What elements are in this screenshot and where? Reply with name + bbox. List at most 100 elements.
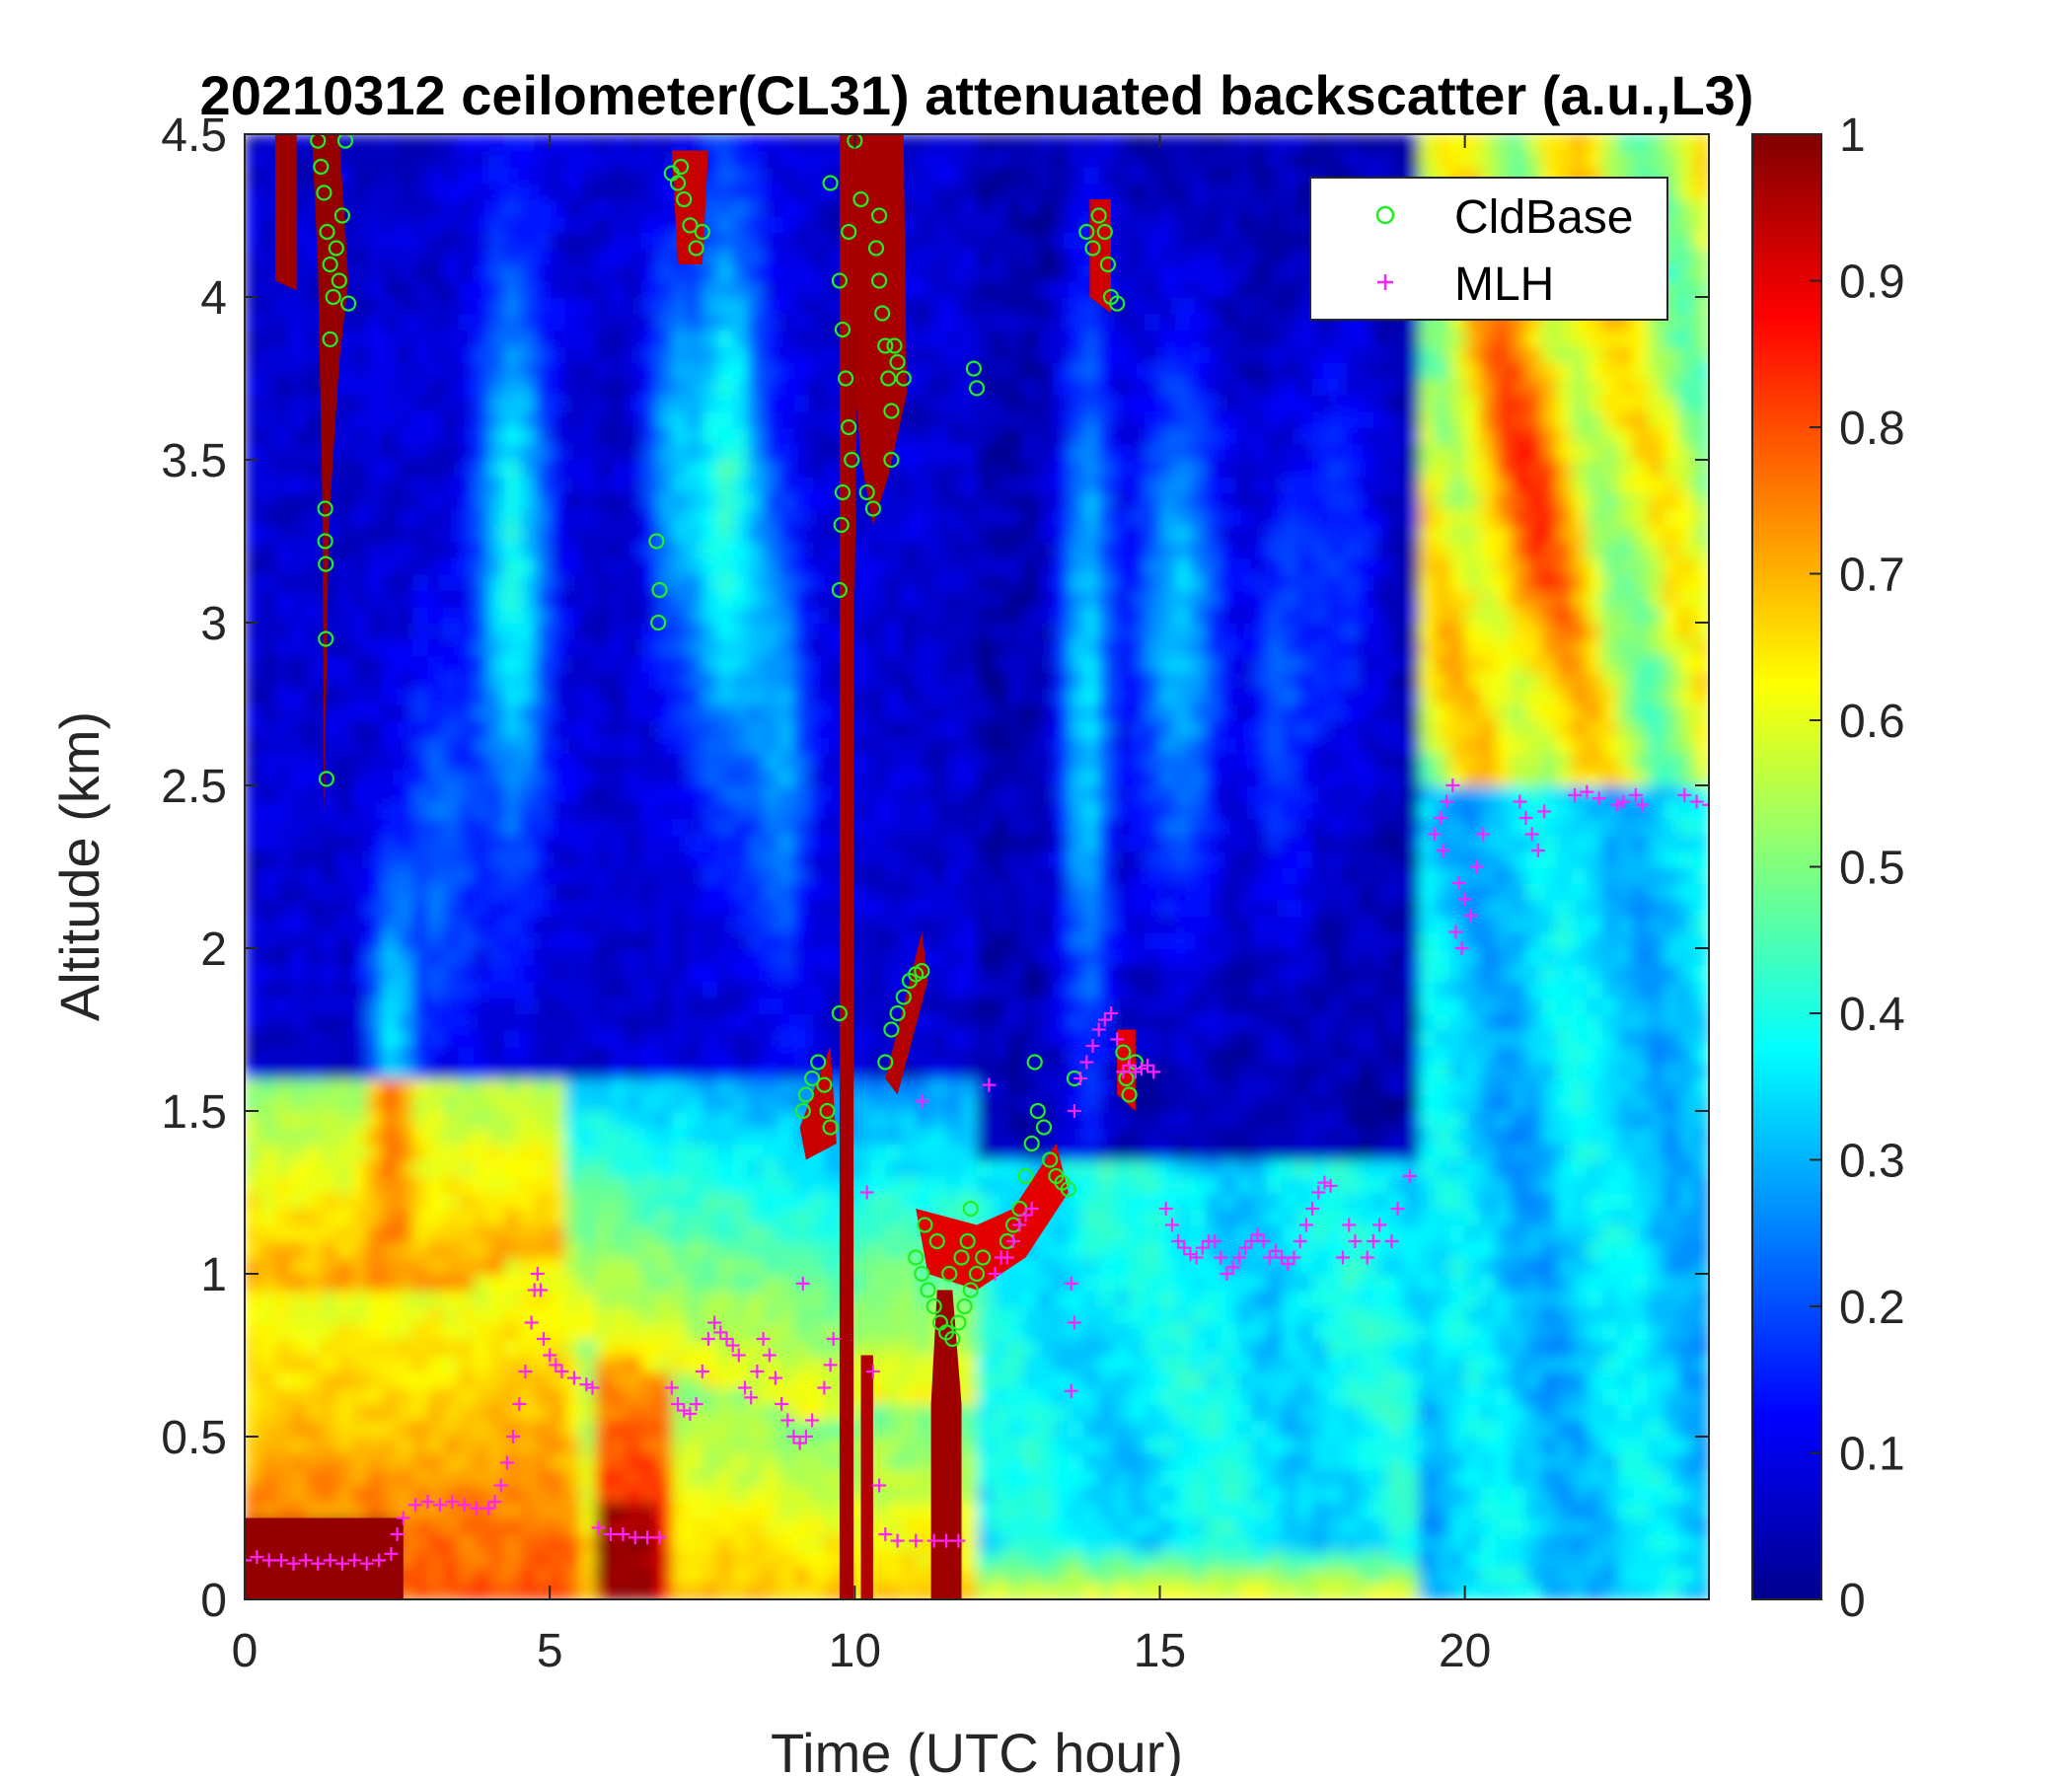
heatmap-cell [1022, 297, 1039, 315]
heatmap-cell [473, 931, 490, 949]
heatmap-cell [626, 215, 642, 233]
heatmap-cell [458, 460, 475, 478]
heatmap-cell [366, 492, 384, 510]
heatmap-cell [1053, 427, 1070, 445]
heatmap-cell [763, 280, 780, 298]
heatmap-cell [854, 1127, 871, 1145]
heatmap-cell [900, 1306, 918, 1324]
heatmap-cell [503, 834, 521, 851]
heatmap-cell [916, 1078, 932, 1096]
heatmap-cell [443, 834, 460, 851]
heatmap-cell [640, 606, 658, 624]
heatmap-cell [305, 638, 323, 656]
heatmap-cell [443, 1241, 460, 1259]
heatmap-cell [366, 280, 384, 298]
heatmap-cell [458, 330, 475, 347]
heatmap-cell [1022, 997, 1039, 1014]
heatmap-cell [366, 1371, 384, 1389]
heatmap-cell [687, 313, 703, 331]
heatmap-cell [305, 1257, 323, 1275]
heatmap-cell [793, 590, 810, 608]
heatmap-cell [564, 1583, 582, 1599]
heatmap-cell [503, 931, 521, 949]
heatmap-cell [335, 1159, 353, 1177]
heatmap-cell [488, 964, 505, 982]
heatmap-cell [397, 1452, 414, 1470]
heatmap-cell [748, 1355, 765, 1372]
heatmap-cell [1006, 378, 1024, 396]
heatmap-cell [732, 1371, 750, 1389]
heatmap-cell [992, 460, 1008, 478]
heatmap-cell [717, 866, 734, 884]
heatmap-cell [809, 248, 826, 265]
heatmap-cell [717, 720, 734, 738]
heatmap-cell [550, 1062, 566, 1079]
heatmap-cell [473, 1224, 490, 1242]
heatmap-cell [824, 1159, 841, 1177]
heatmap-cell [778, 492, 795, 510]
heatmap-cell [702, 1355, 719, 1372]
heatmap-cell [946, 1144, 963, 1161]
heatmap-cell [412, 1144, 429, 1161]
heatmap-cell [351, 199, 368, 217]
heatmap-cell [580, 492, 597, 510]
heatmap-cell [793, 248, 810, 265]
heatmap-cell [351, 378, 368, 396]
heatmap-cell [564, 981, 582, 999]
heatmap-cell [366, 948, 384, 966]
heatmap-cell [503, 150, 521, 168]
heatmap-cell [427, 345, 444, 363]
heatmap-cell [961, 981, 978, 999]
heatmap-cell [245, 183, 261, 200]
heatmap-cell [611, 573, 628, 591]
heatmap-cell [534, 410, 552, 428]
heatmap-cell [900, 476, 918, 493]
heatmap-cell [519, 1371, 536, 1389]
heatmap-cell [702, 1144, 719, 1161]
heatmap-cell [763, 1517, 780, 1535]
heatmap-cell [869, 1306, 887, 1324]
heatmap-cell [717, 899, 734, 917]
heatmap-cell [1022, 590, 1039, 608]
heatmap-cell [977, 1062, 994, 1079]
heatmap-cell [1053, 1257, 1070, 1275]
heatmap-cell [824, 1371, 841, 1389]
heatmap-cell [854, 606, 871, 624]
heatmap-cell [1083, 525, 1100, 543]
heatmap-cell [290, 655, 307, 673]
heatmap-cell [854, 703, 871, 721]
heatmap-cell [869, 1029, 887, 1047]
heatmap-cell [305, 866, 323, 884]
heatmap-cell [321, 1241, 337, 1259]
heatmap-cell [580, 1290, 597, 1307]
heatmap-cell [671, 703, 689, 721]
heatmap-cell [1022, 1046, 1039, 1064]
heatmap-cell [443, 1469, 460, 1487]
heatmap-cell [611, 981, 628, 999]
heatmap-cell [1022, 199, 1039, 217]
heatmap-cell [412, 931, 429, 949]
heatmap-cell [473, 1127, 490, 1145]
heatmap-cell [519, 492, 536, 510]
heatmap-cell [580, 1420, 597, 1438]
heatmap-cell [351, 215, 368, 233]
heatmap-cell [488, 753, 505, 771]
heatmap-cell [671, 590, 689, 608]
heatmap-cell [305, 427, 323, 445]
heatmap-cell [1022, 183, 1039, 200]
heatmap-cell [1053, 1209, 1070, 1226]
heatmap-cell [427, 1111, 444, 1129]
heatmap-cell [245, 1094, 261, 1112]
heatmap-cell [900, 1322, 918, 1340]
heatmap-cell [930, 851, 948, 868]
heatmap-cell [274, 997, 292, 1014]
heatmap-cell [640, 1550, 658, 1568]
heatmap-cell [351, 931, 368, 949]
heatmap-cell [564, 443, 582, 461]
heatmap-cell [290, 899, 307, 917]
heatmap-cell [564, 1094, 582, 1112]
heatmap-cell [1053, 1371, 1070, 1389]
heatmap-cell [930, 590, 948, 608]
heatmap-cell [595, 1094, 612, 1112]
heatmap-cell [916, 395, 932, 412]
